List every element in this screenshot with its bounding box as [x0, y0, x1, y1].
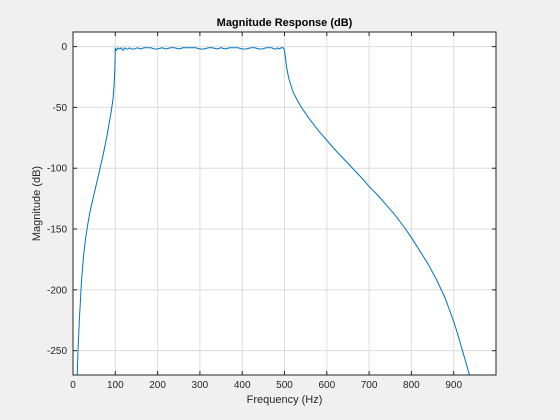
x-tick-label: 500	[276, 380, 293, 391]
x-tick-label: 400	[234, 380, 251, 391]
x-tick-label: 600	[318, 380, 335, 391]
x-tick-label: 100	[107, 380, 124, 391]
x-tick-label: 900	[445, 380, 462, 391]
y-tick-label: -50	[53, 103, 68, 114]
x-tick-label: 800	[403, 380, 420, 391]
x-tick-label: 300	[192, 380, 209, 391]
plot-area	[76, 47, 470, 375]
y-tick-label: -200	[47, 285, 67, 296]
series-line	[76, 47, 470, 375]
x-axis-label: Frequency (Hz)	[247, 394, 323, 406]
x-tick-label: 700	[361, 380, 378, 391]
y-tick-label: -250	[47, 346, 67, 357]
ticks: 0 100 200 300 400 500 600 700 800 900 0 -50 -100 -150…	[47, 32, 496, 391]
y-tick-label: 0	[61, 42, 67, 53]
axes-frame	[72, 31, 497, 376]
y-tick-label: -150	[47, 225, 67, 236]
x-tick-label: 200	[149, 380, 166, 391]
y-tick-label: -100	[47, 164, 67, 175]
chart-title: Magnitude Response (dB)	[217, 17, 353, 29]
x-tick-label: 0	[70, 380, 76, 391]
y-axis-label: Magnitude (dB)	[31, 166, 43, 241]
